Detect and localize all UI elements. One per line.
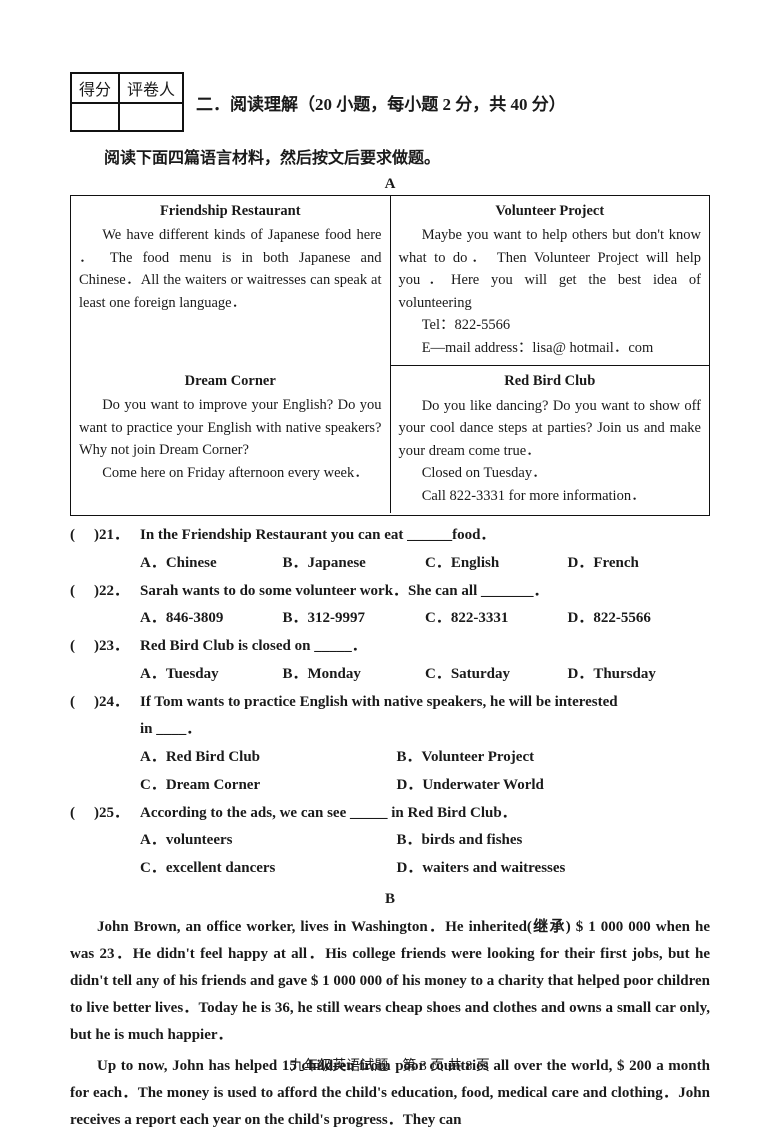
score-table: 得分 评卷人: [70, 72, 184, 132]
score-label-cell: 得分: [71, 73, 119, 103]
option-b[interactable]: B．312-9997: [283, 605, 426, 633]
question-number: )21．: [94, 522, 140, 550]
options-row: A．Red Bird Club B．Volunteer Project: [140, 744, 710, 772]
option-d[interactable]: D．French: [568, 550, 711, 578]
passage-title: Red Bird Club: [399, 370, 702, 392]
part-b-label: B: [70, 891, 710, 908]
option-c[interactable]: C．Dream Corner: [140, 772, 397, 800]
instruction-text: 阅读下面四篇语言材料，然后按文后要求做题。: [104, 144, 710, 168]
options-row: C．Dream Corner D．Underwater World: [140, 772, 710, 800]
passage-volunteer: Volunteer Project Maybe you want to help…: [390, 196, 710, 366]
answer-paren[interactable]: (: [70, 633, 94, 661]
questions-block: ( )21． In the Friendship Restaurant you …: [70, 522, 710, 883]
passage-friendship: Friendship Restaurant We have different …: [71, 196, 391, 366]
question-22: ( )22． Sarah wants to do some volunteer …: [70, 578, 710, 606]
options-row: A．846-3809 B．312-9997 C．822-3331 D．822-5…: [140, 605, 710, 633]
passage-title: Friendship Restaurant: [79, 200, 382, 222]
options-row: A．Tuesday B．Monday C．Saturday D．Thursday: [140, 661, 710, 689]
options-row: A．Chinese B．Japanese C．English D．French: [140, 550, 710, 578]
option-d[interactable]: D．Thursday: [568, 661, 711, 689]
question-23: ( )23． Red Bird Club is closed on _____．: [70, 633, 710, 661]
passage-title: Volunteer Project: [399, 200, 702, 222]
question-21: ( )21． In the Friendship Restaurant you …: [70, 522, 710, 550]
option-a[interactable]: A．Chinese: [140, 550, 283, 578]
passage-tel: Tel：822-5566: [399, 314, 702, 336]
header-row: 得分 评卷人 二．阅读理解（20 小题，每小题 2 分，共 40 分）: [70, 72, 710, 132]
option-b[interactable]: B．Monday: [283, 661, 426, 689]
question-25: ( )25． According to the ads, we can see …: [70, 800, 710, 828]
question-number: )24．: [94, 689, 140, 717]
passage-extra: Come here on Friday afternoon every week…: [79, 462, 382, 484]
part-a-label: A: [70, 176, 710, 193]
question-text: Red Bird Club is closed on _____．: [140, 633, 710, 661]
section-title: 二．阅读理解（20 小题，每小题 2 分，共 40 分）: [196, 90, 566, 115]
option-d[interactable]: D．waiters and waitresses: [397, 855, 711, 883]
option-b[interactable]: B．Volunteer Project: [397, 744, 711, 772]
passage-overflow-row: [71, 513, 710, 516]
answer-paren[interactable]: (: [70, 689, 94, 717]
grader-value-cell[interactable]: [119, 103, 183, 131]
answer-paren[interactable]: (: [70, 800, 94, 828]
option-d[interactable]: D．Underwater World: [397, 772, 711, 800]
question-text: In the Friendship Restaurant you can eat…: [140, 522, 710, 550]
passage-dream: Dream Corner Do you want to improve your…: [71, 366, 391, 513]
passage-table: Friendship Restaurant We have different …: [70, 195, 710, 516]
exam-page: 得分 评卷人 二．阅读理解（20 小题，每小题 2 分，共 40 分） 阅读下面…: [0, 0, 780, 1103]
question-text: Sarah wants to do some volunteer work．Sh…: [140, 578, 710, 606]
passage-call: Call 822-3331 for more information．: [399, 485, 702, 507]
answer-paren[interactable]: (: [70, 522, 94, 550]
question-number: )25．: [94, 800, 140, 828]
passage-body: We have different kinds of Japanese food…: [79, 224, 382, 314]
options-row: A．volunteers B．birds and fishes: [140, 827, 710, 855]
grader-label-cell: 评卷人: [119, 73, 183, 103]
question-24-cont: in ____．: [70, 716, 710, 744]
passage-title: Dream Corner: [79, 370, 382, 392]
option-a[interactable]: A．846-3809: [140, 605, 283, 633]
option-b[interactable]: B．Japanese: [283, 550, 426, 578]
passage-email: E—mail address：lisa@ hotmail．com: [399, 337, 702, 359]
option-b[interactable]: B．birds and fishes: [397, 827, 711, 855]
option-c[interactable]: C．Saturday: [425, 661, 568, 689]
score-value-cell[interactable]: [71, 103, 119, 131]
passage-body: Do you want to improve your English? Do …: [79, 394, 382, 461]
passage-body: Do you like dancing? Do you want to show…: [399, 395, 702, 462]
question-text-cont: in ____．: [140, 716, 710, 744]
question-number: )22．: [94, 578, 140, 606]
option-d[interactable]: D．822-5566: [568, 605, 711, 633]
passage-body: Maybe you want to help others but don't …: [399, 224, 702, 314]
passage-closed: Closed on Tuesday．: [399, 462, 702, 484]
option-c[interactable]: C．822-3331: [425, 605, 568, 633]
option-a[interactable]: A．Tuesday: [140, 661, 283, 689]
option-c[interactable]: C．excellent dancers: [140, 855, 397, 883]
question-24: ( )24． If Tom wants to practice English …: [70, 689, 710, 717]
option-c[interactable]: C．English: [425, 550, 568, 578]
passage-redbird: Red Bird Club Do you like dancing? Do yo…: [390, 366, 710, 513]
option-a[interactable]: A．volunteers: [140, 827, 397, 855]
page-footer: 九年级英语试题 第 3 页 共 8 页: [0, 1055, 780, 1075]
option-a[interactable]: A．Red Bird Club: [140, 744, 397, 772]
options-row: C．excellent dancers D．waiters and waitre…: [140, 855, 710, 883]
answer-paren[interactable]: (: [70, 578, 94, 606]
question-text: According to the ads, we can see _____ i…: [140, 800, 710, 828]
question-number: )23．: [94, 633, 140, 661]
passage-b-para1: John Brown, an office worker, lives in W…: [70, 914, 710, 1049]
question-text: If Tom wants to practice English with na…: [140, 689, 710, 717]
